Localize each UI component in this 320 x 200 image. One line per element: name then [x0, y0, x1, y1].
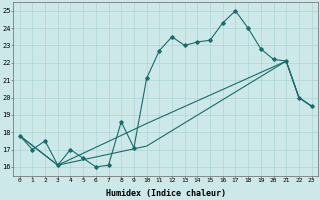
X-axis label: Humidex (Indice chaleur): Humidex (Indice chaleur): [106, 189, 226, 198]
